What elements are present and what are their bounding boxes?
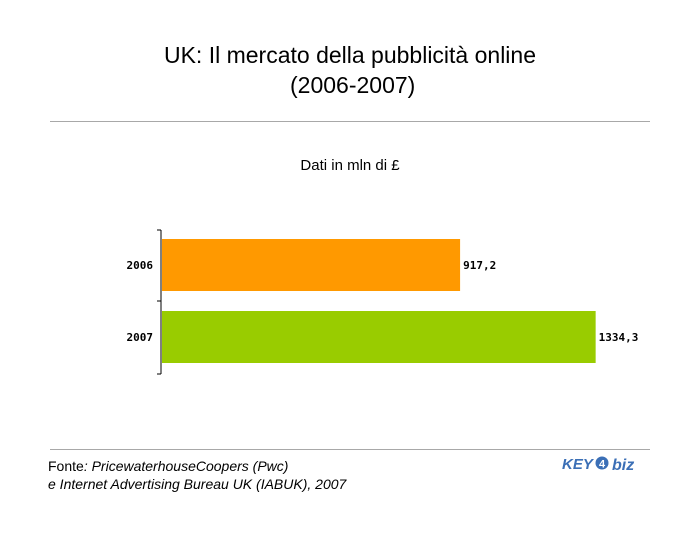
chart-title-line1: UK: Il mercato della pubblicità online [163,42,537,68]
source-prefix: Fonte [48,458,84,474]
category-label-2007: 2007 [127,331,154,344]
logo-num-text: 4 [599,459,606,471]
bottom-divider [50,449,650,450]
chart-title-line2: (2006-2007) [290,72,416,98]
data-label-2007: 1334,3 [599,331,639,344]
source-note: Fonte: PricewaterhouseCoopers (Pwc) e In… [48,457,346,493]
bar-2006 [162,239,461,291]
category-label-2006: 2006 [127,259,154,272]
logo-biz-text: biz [612,457,634,474]
logo-badge [595,456,609,470]
key4biz-logo: KEY 4 biz [562,456,634,474]
logo-key-text: KEY [562,456,595,473]
source-line2: e Internet Advertising Bureau UK (IABUK)… [48,476,347,492]
data-label-2006: 917,2 [463,259,496,272]
top-divider [50,121,650,122]
chart-subtitle: Dati in mln di £ [300,157,400,174]
source-line1: : PricewaterhouseCoopers (Pwc) [83,458,289,474]
bar-2007 [162,311,596,363]
